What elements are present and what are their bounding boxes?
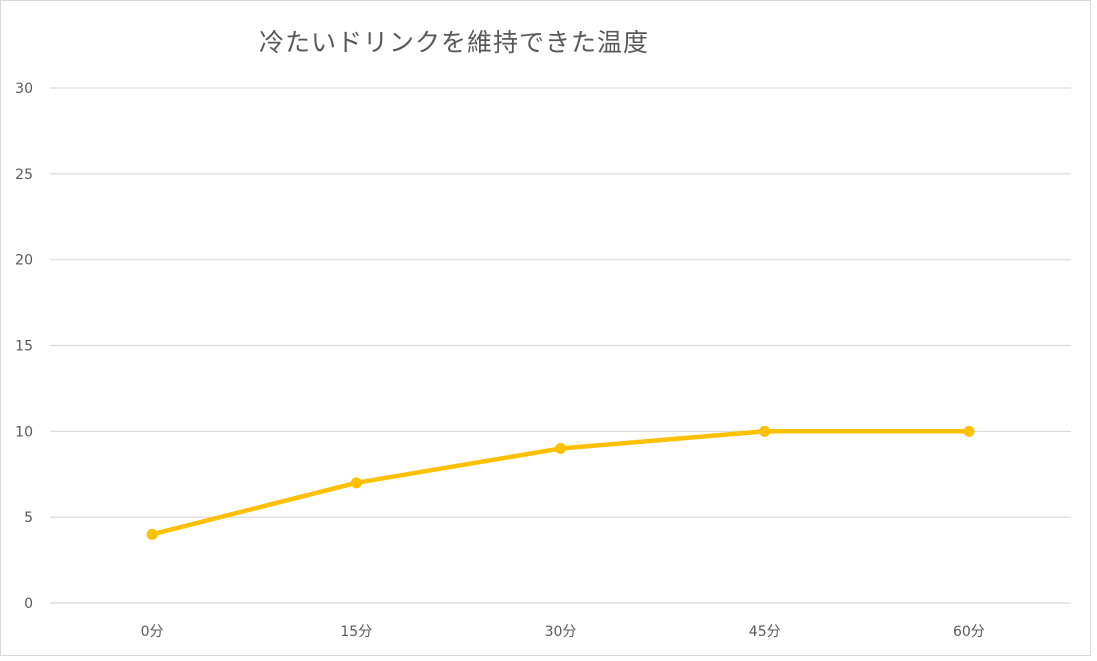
y-tick-label: 0 (24, 596, 33, 612)
y-tick-label: 25 (15, 167, 33, 183)
series[interactable] (146, 425, 975, 540)
data-point[interactable] (759, 425, 771, 437)
chart-title[interactable]: 冷たいドリンクを維持できた温度 (259, 28, 650, 57)
y-axis-tick-labels: 0 5 10 15 20 25 30 (15, 81, 33, 612)
data-point[interactable] (350, 477, 362, 489)
gridlines (50, 87, 1071, 604)
y-tick-label: 5 (24, 510, 33, 526)
x-tick-label: 60分 (953, 624, 985, 640)
data-point[interactable] (555, 443, 566, 454)
x-tick-label: 30分 (545, 624, 577, 640)
y-tick-label: 30 (15, 81, 33, 97)
y-tick-label: 20 (15, 253, 33, 269)
data-point[interactable] (963, 425, 975, 437)
x-tick-label: 45分 (749, 624, 781, 640)
x-tick-label: 15分 (340, 624, 372, 640)
data-point[interactable] (146, 528, 158, 540)
x-axis-tick-labels: 0分 15分 30分 45分 60分 (141, 624, 985, 640)
y-tick-label: 10 (15, 424, 33, 440)
x-tick-label: 0分 (141, 624, 164, 640)
y-tick-label: 15 (15, 339, 33, 355)
